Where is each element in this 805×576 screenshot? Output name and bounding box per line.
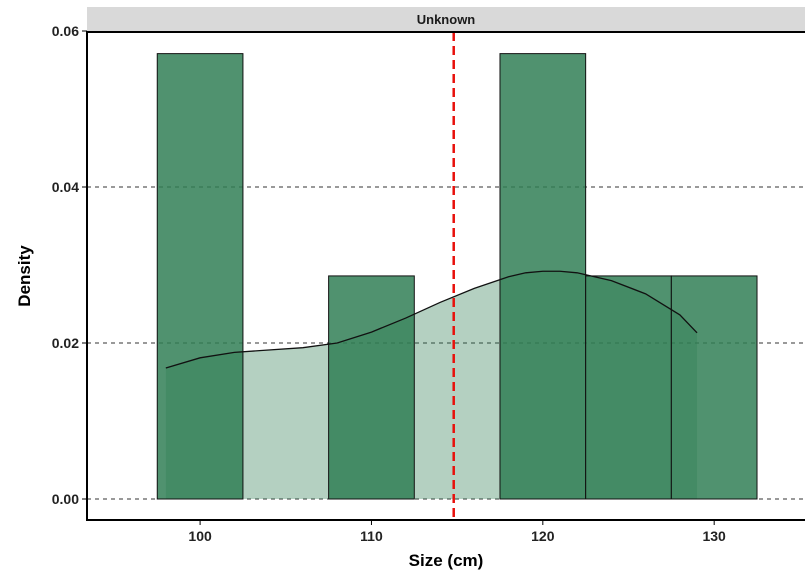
x-tick-label-0: 100: [188, 528, 212, 544]
y-tick-label-2: 0.04: [52, 179, 79, 195]
x-axis-title: Size (cm): [409, 551, 484, 570]
y-tick-label-1: 0.02: [52, 335, 79, 351]
histogram-bar-3: [585, 275, 672, 500]
x-tick-label-3: 130: [702, 528, 726, 544]
x-axis-ticks: 100 110 120 130: [188, 520, 726, 544]
y-axis-ticks: 0.00 0.02 0.04 0.06: [52, 23, 87, 507]
histogram-bar-4: [670, 275, 758, 500]
facet-strip: [87, 7, 805, 31]
histogram-bar-0: [156, 53, 244, 500]
density-curve-group: [165, 270, 698, 369]
y-tick-label-3: 0.06: [52, 23, 79, 39]
histogram-bar-2: [499, 53, 587, 500]
density-curve-line: [165, 270, 698, 369]
histogram-bar-1: [328, 275, 415, 500]
histogram-bars: [156, 53, 758, 500]
y-tick-label-0: 0.00: [52, 491, 79, 507]
y-axis-title: Density: [15, 245, 34, 307]
x-tick-label-2: 120: [531, 528, 555, 544]
x-tick-label-1: 110: [360, 528, 383, 544]
facet-strip-label: Unknown: [417, 12, 476, 27]
